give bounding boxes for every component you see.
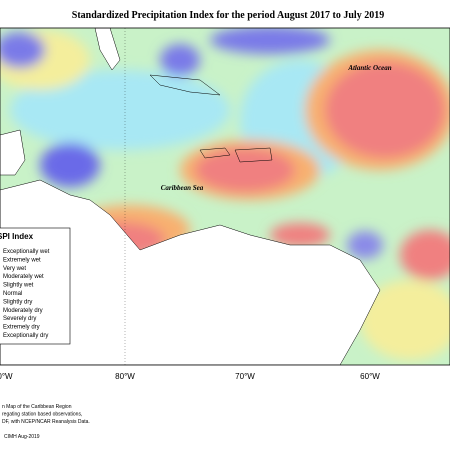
legend-item: Extremely dry xyxy=(3,325,40,331)
longitude-label: 60°W xyxy=(360,372,380,381)
sea-label: Caribbean Sea xyxy=(161,184,204,192)
legend-box xyxy=(0,227,71,345)
longitude-label: 80°W xyxy=(115,372,135,381)
map-frame xyxy=(0,27,450,366)
legend-item: Slightly wet xyxy=(3,283,34,289)
longitude-labels: 0°W 80°W 70°W 60°W xyxy=(0,372,380,381)
legend-item: Moderately wet xyxy=(3,274,44,280)
legend-item: Extremely wet xyxy=(3,257,41,263)
legend-item: Moderately dry xyxy=(3,308,43,314)
ocean-label: Atlantic Ocean xyxy=(347,64,391,72)
legend-item: Severely dry xyxy=(3,316,36,322)
legend-item: Exceptionally wet xyxy=(3,249,50,255)
longitude-label: 70°W xyxy=(235,372,255,381)
legend-item: Exceptionally dry xyxy=(3,333,48,339)
credit: CIMH Aug-2019 xyxy=(4,434,40,440)
legend-item: Very wet xyxy=(3,266,26,272)
legend-title: SPI Index xyxy=(0,232,34,241)
footer: n Map of the Caribbean Region regating st… xyxy=(2,404,90,425)
footer-line: n Map of the Caribbean Region xyxy=(2,404,72,410)
legend-item: Slightly dry xyxy=(3,299,32,305)
spi-map xyxy=(0,28,450,365)
legend: Exceptionally wet Extremely wet Very wet Mo… xyxy=(3,249,50,339)
footer-line: regating station based observations, xyxy=(2,412,82,418)
longitude-label: 0°W xyxy=(0,372,13,381)
title: Standardized Precipitation Index for the… xyxy=(72,10,384,21)
footer-line: DF, with NCEP/NCAR Reanalysis Data. xyxy=(2,419,90,425)
legend-item: Normal xyxy=(3,291,22,297)
